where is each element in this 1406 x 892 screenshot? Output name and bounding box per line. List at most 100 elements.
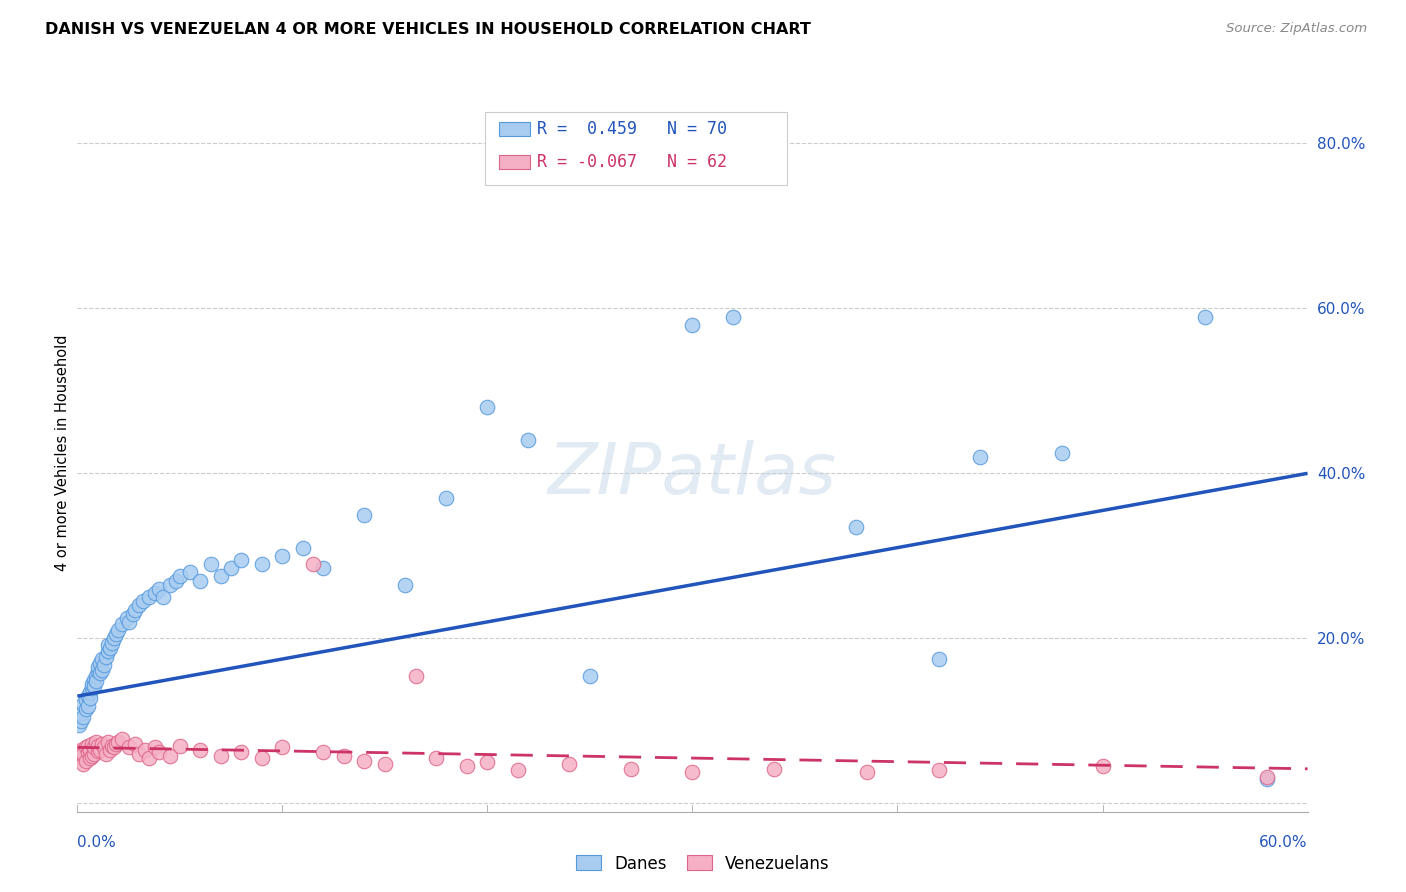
Point <box>89 666 111 681</box>
Point <box>97 638 120 652</box>
Point <box>579 668 602 682</box>
Text: ZIPatlas: ZIPatlas <box>548 440 837 508</box>
Point <box>101 739 124 753</box>
Point <box>84 674 107 689</box>
Point <box>72 710 94 724</box>
Point <box>79 685 101 699</box>
Y-axis label: 4 or more Vehicles in Household: 4 or more Vehicles in Household <box>55 334 70 571</box>
Point <box>83 679 105 693</box>
Point <box>1050 446 1073 460</box>
Point <box>107 734 129 748</box>
Point <box>83 673 105 687</box>
Point <box>302 557 325 571</box>
Point <box>394 578 416 592</box>
Point <box>188 574 212 588</box>
Point <box>94 649 117 664</box>
Point <box>1256 770 1278 784</box>
Point <box>115 611 138 625</box>
Point <box>72 756 94 771</box>
Point <box>75 701 97 715</box>
Point <box>79 690 101 705</box>
Point <box>143 586 166 600</box>
Point <box>425 751 447 765</box>
Point <box>128 599 150 613</box>
Point <box>436 491 458 505</box>
Text: R =  0.459   N = 70: R = 0.459 N = 70 <box>537 120 727 138</box>
Text: Source: ZipAtlas.com: Source: ZipAtlas.com <box>1226 22 1367 36</box>
Point <box>250 557 273 571</box>
Point <box>508 764 530 778</box>
Point <box>105 627 128 641</box>
Point <box>159 748 181 763</box>
Point <box>928 764 950 778</box>
Point <box>80 748 103 763</box>
Point <box>1256 772 1278 786</box>
Point <box>405 668 427 682</box>
Point <box>87 665 110 679</box>
Point <box>558 756 581 771</box>
Point <box>80 677 103 691</box>
Point <box>152 590 174 604</box>
Point <box>105 737 128 751</box>
Point <box>76 739 98 753</box>
Point <box>89 743 111 757</box>
Point <box>169 569 191 583</box>
Point <box>169 739 191 753</box>
Point <box>148 745 170 759</box>
Point <box>67 748 90 763</box>
Point <box>128 747 150 761</box>
Point <box>1091 759 1114 773</box>
Point <box>845 520 868 534</box>
Point <box>76 745 98 759</box>
Point <box>87 739 110 753</box>
Point <box>94 747 117 761</box>
Legend: Danes, Venezuelans: Danes, Venezuelans <box>569 848 837 880</box>
Point <box>121 607 143 621</box>
Point <box>84 734 107 748</box>
Point <box>67 745 90 759</box>
Point <box>353 754 375 768</box>
Point <box>159 578 181 592</box>
Point <box>84 668 107 682</box>
Point <box>143 740 166 755</box>
Point <box>312 745 335 759</box>
Text: 0.0%: 0.0% <box>77 835 117 850</box>
Point <box>231 745 253 759</box>
Point <box>111 732 134 747</box>
Point <box>72 698 94 712</box>
Point <box>75 754 97 768</box>
Point <box>138 751 160 765</box>
Point <box>76 699 98 714</box>
Point <box>312 561 335 575</box>
Point <box>620 762 643 776</box>
Point <box>1194 310 1216 324</box>
Point <box>928 652 950 666</box>
Point <box>97 644 120 658</box>
Point <box>165 574 187 588</box>
Point <box>111 616 134 631</box>
Point <box>134 743 156 757</box>
Point <box>477 401 499 415</box>
Point <box>70 743 93 757</box>
Point <box>76 689 98 703</box>
Point <box>132 594 155 608</box>
Point <box>93 740 115 755</box>
Point <box>271 740 294 755</box>
Point <box>93 657 115 672</box>
Point <box>103 632 125 646</box>
Point <box>188 743 212 757</box>
Point <box>333 748 356 763</box>
Point <box>75 740 97 755</box>
Point <box>291 541 314 555</box>
Text: 60.0%: 60.0% <box>1260 835 1308 850</box>
Point <box>75 693 97 707</box>
Point <box>80 737 103 751</box>
Point <box>117 740 139 755</box>
Point <box>353 508 375 522</box>
Point <box>250 751 273 765</box>
Point <box>969 450 991 464</box>
Point <box>855 765 877 780</box>
Point <box>87 744 110 758</box>
Point <box>98 743 121 757</box>
Point <box>209 569 232 583</box>
